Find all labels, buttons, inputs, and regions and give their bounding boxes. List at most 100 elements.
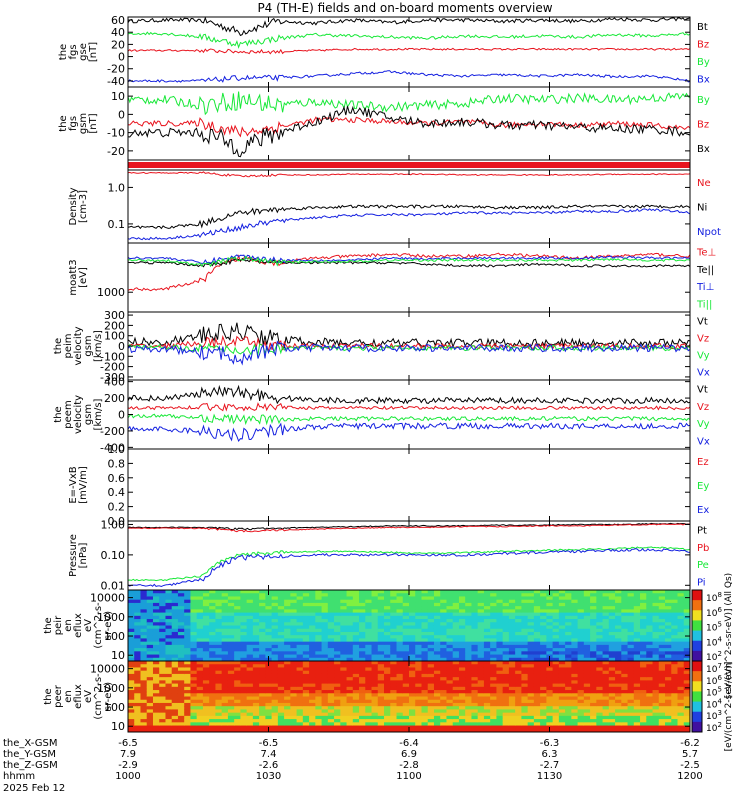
spectrogram-cell [202,593,210,597]
spectrogram-cell [152,715,160,720]
spectrogram-cell [296,667,304,672]
spectrogram-cell [540,712,547,717]
spectrogram-cell [240,683,248,688]
spectrogram-cell [671,609,679,614]
spectrogram-cell [209,635,216,639]
spectrogram-cell [140,673,148,678]
spectrogram-cell [365,612,373,617]
spectrogram-cell [321,664,329,668]
spectrogram-cell [140,654,148,659]
spectrogram-cell [365,683,373,688]
spectrogram-cell [159,683,166,688]
spectrogram-cell [277,712,285,717]
spectrogram-cell [421,619,429,623]
spectrogram-cell [502,693,510,697]
spectrogram-cell [177,644,185,649]
spectrogram-cell [252,702,260,707]
spectrogram-cell [302,596,310,601]
spectrogram-cell [540,699,547,704]
spectrogram-cell [209,638,216,643]
spectrogram-cell [377,612,385,617]
spectrogram-cell [396,680,404,685]
spectrogram-cell [452,664,460,668]
legend-label-Pt: Pt [697,526,707,537]
spectrogram-cell [496,651,504,656]
spectrogram-cell [558,606,566,610]
spectrogram-cell [471,664,479,668]
spectrogram-cell [396,593,404,597]
spectrogram-cell [227,667,235,672]
spectrogram-cell [321,651,329,656]
spectrogram-cell [302,661,310,665]
spectrogram-cell [371,664,379,668]
spectrogram-cell [321,644,329,649]
spectrogram-cell [271,699,279,704]
spectrogram-cell [433,602,441,607]
spectrogram-cell [608,657,616,662]
spectrogram-cell [440,648,447,652]
spectrogram-cell [508,625,516,630]
spectrogram-cell [658,657,666,662]
spectrogram-cell [415,725,422,730]
spectrogram-cell [352,670,360,675]
spectrogram-cell [608,709,616,714]
spectrogram-cell [540,725,547,730]
spectrogram-cell [146,602,154,607]
spectrogram-cell [533,625,541,630]
spectrogram-cell [184,635,191,639]
spectrogram-cell [152,606,160,610]
spectrogram-cell [427,673,435,678]
spectrogram-cell [177,712,185,717]
spectrogram-cell [384,651,391,656]
spectrogram-cell [527,715,535,720]
spectrogram-cell [402,615,410,620]
spectrogram-cell [134,635,141,639]
spectrogram-cell [415,722,422,727]
spectrogram-cell [477,654,485,659]
spectrogram-cell [371,619,379,623]
spectrogram-cell [259,670,266,675]
spectrogram-cell [602,635,610,639]
spectrogram-cell [546,706,554,710]
spectrogram-cell [483,693,491,697]
spectrogram-cell [146,670,154,675]
spectrogram-cell [621,693,629,697]
spectrogram-cell [315,677,323,681]
spectrogram-cell [296,648,304,652]
spectrogram-cell [515,722,522,727]
spectrogram-cell [146,654,154,659]
spectrogram-cell [390,725,398,730]
spectrogram-cell [190,593,198,597]
spectrogram-cell [152,693,160,697]
spectrogram-cell [296,706,304,710]
spectrogram-cell [652,593,660,597]
spectrogram-cell [427,696,435,701]
spectrogram-cell [271,612,279,617]
spectrogram-cell [452,635,460,639]
series-line-Pe [127,546,691,582]
spectrogram-cell [633,606,641,610]
spectrogram-cell [409,690,416,694]
spectrogram-cell [583,686,591,691]
spectrogram-cell [515,680,522,685]
spectrogram-cell [384,638,391,643]
spectrogram-cell [409,667,416,672]
spectrogram-cell [458,686,466,691]
legend-label-Bx: Bx [697,74,710,85]
spectrogram-cell [646,696,654,701]
spectrogram-cell [396,657,404,662]
spectrogram-cell [608,680,616,685]
spectrogram-cell [196,725,204,730]
spectrogram-cell [334,709,341,714]
spectrogram-cell [458,683,466,688]
spectrogram-cell [196,722,204,727]
spectrogram-cell [396,635,404,639]
spectrogram-cell [402,619,410,623]
spectrogram-cell [377,651,385,656]
spectrogram-cell [246,712,254,717]
spectrogram-cell [477,612,485,617]
spectrogram-cell [377,606,385,610]
spectrogram-cell [683,712,691,717]
spectrogram-cell [340,699,348,704]
